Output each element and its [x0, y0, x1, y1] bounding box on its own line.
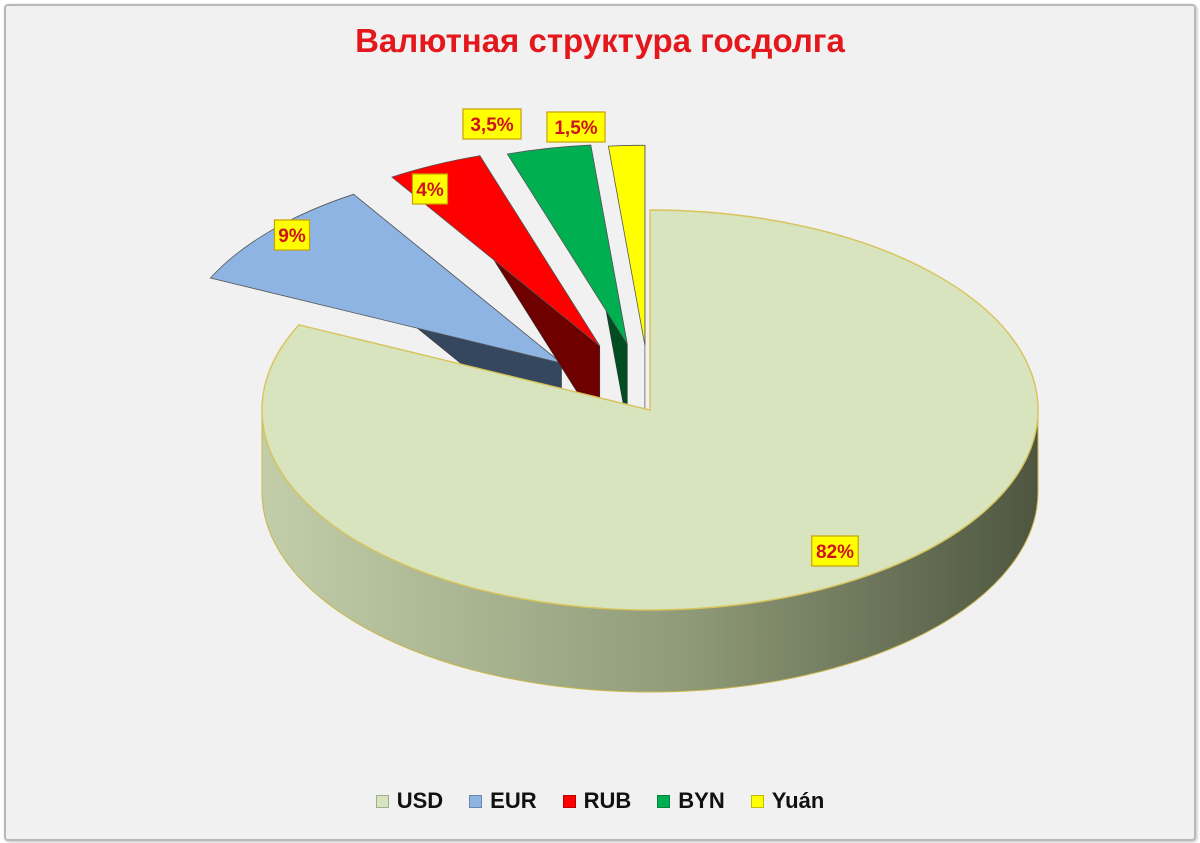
- pie-slice-top: [506, 144, 628, 345]
- pie-slice-top: [607, 144, 646, 346]
- data-label-box: [411, 173, 449, 205]
- legend-item-yuán: Yuán: [750, 788, 825, 814]
- legend-swatch: [375, 794, 389, 808]
- legend-swatch: [657, 794, 671, 808]
- legend-swatch: [469, 794, 483, 808]
- pie-slice-usd: [261, 209, 1039, 693]
- data-label-text: 9%: [278, 226, 306, 247]
- legend-swatch: [562, 794, 576, 808]
- data-label-box: [273, 219, 311, 251]
- legend-item-usd: USD: [375, 788, 444, 814]
- data-label-usd: 82%: [811, 535, 859, 567]
- pie-slice-top: [261, 209, 1039, 611]
- data-label-rub: 4%: [411, 173, 449, 205]
- legend-label: USD: [396, 788, 444, 813]
- legend-label: Yuán: [771, 788, 825, 813]
- chart-title: Валютная структура госдолга: [355, 22, 845, 59]
- legend-label: RUB: [583, 788, 632, 813]
- data-label-byn: 3,5%: [462, 108, 522, 140]
- data-label-text: 1,5%: [554, 118, 597, 139]
- data-label-yuán: 1,5%: [546, 111, 606, 143]
- legend-item-rub: RUB: [562, 788, 632, 814]
- data-label-text: 82%: [816, 542, 854, 563]
- data-label-box: [462, 108, 522, 140]
- pie-slice-yuán: [607, 144, 646, 428]
- legend-swatch: [750, 794, 764, 808]
- data-label-box: [811, 535, 859, 567]
- data-label-box: [546, 111, 606, 143]
- data-label-text: 4%: [416, 180, 444, 201]
- pie-slice-byn: [506, 144, 628, 427]
- legend-item-byn: BYN: [657, 788, 725, 814]
- legend-item-eur: EUR: [469, 788, 537, 814]
- chart-legend: USD EUR RUB BYN Yuán: [0, 788, 1200, 814]
- data-label-eur: 9%: [273, 219, 311, 251]
- legend-label: BYN: [678, 788, 725, 813]
- data-label-text: 3,5%: [470, 115, 513, 136]
- legend-label: EUR: [490, 788, 537, 813]
